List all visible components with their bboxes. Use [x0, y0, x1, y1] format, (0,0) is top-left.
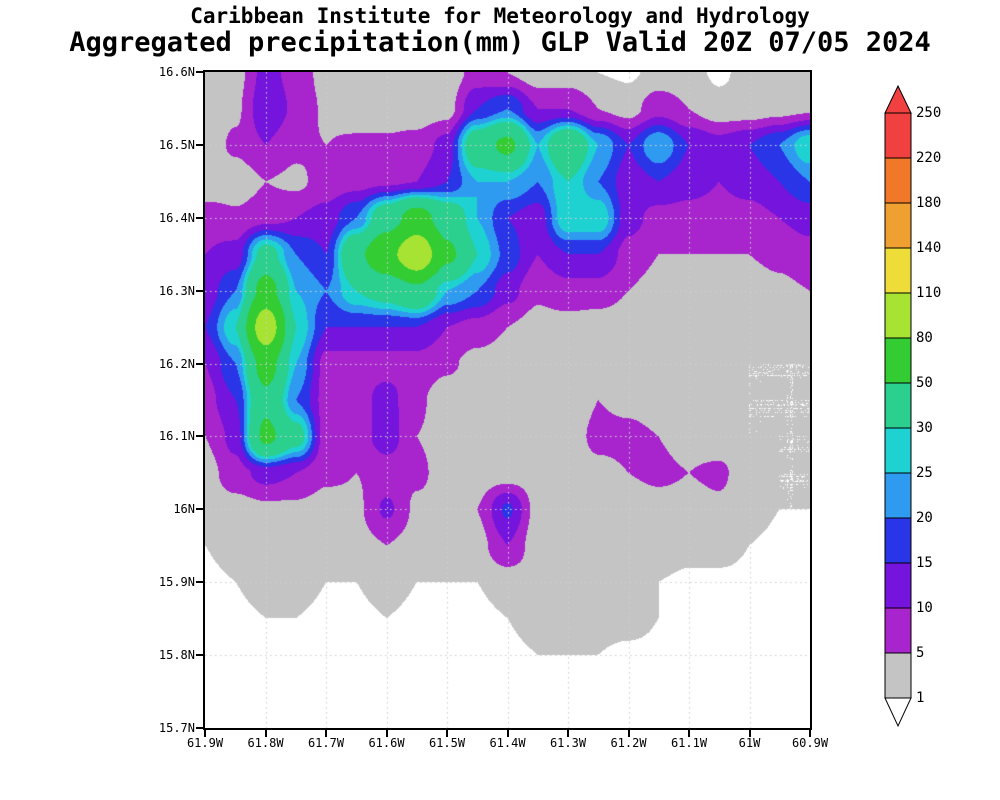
longitude-tick-label: 61.8W: [247, 736, 284, 750]
colorbar-band: [884, 292, 912, 339]
colorbar-band: [884, 562, 912, 609]
latitude-tick-mark: [196, 654, 203, 657]
colorbar-band: [884, 202, 912, 249]
colorbar-band: [884, 112, 912, 159]
colorbar-level-label: 1: [916, 690, 925, 706]
colorbar-level-label: 25: [916, 465, 933, 481]
longitude-tick-mark: [748, 730, 751, 737]
latitude-tick-label: 16.1N: [158, 429, 195, 444]
latitude-tick-label: 16.4N: [158, 210, 195, 225]
latitude-tick-mark: [196, 581, 203, 584]
colorbar-band: [884, 472, 912, 519]
longitude-tick-mark: [385, 730, 388, 737]
longitude-tick-mark: [627, 730, 630, 737]
latitude-tick-label: 16.3N: [158, 283, 195, 298]
longitude-tick-mark: [506, 730, 509, 737]
longitude-tick-mark: [809, 730, 811, 737]
latitude-tick-label: 16.2N: [158, 356, 195, 371]
colorbar-level-label: 180: [916, 195, 942, 211]
colorbar: [884, 84, 914, 732]
colorbar-level-label: 50: [916, 375, 933, 391]
colorbar-level-label: 140: [916, 240, 942, 256]
figure-title: Caribbean Institute for Meteorology and …: [190, 4, 810, 28]
longitude-tick-label: 61.9W: [186, 736, 224, 750]
precipitation-field-canvas: [205, 72, 810, 728]
longitude-tick-label: 61.4W: [489, 736, 526, 750]
latitude-tick-mark: [196, 508, 203, 511]
latitude-tick-label: 16.5N: [158, 137, 195, 152]
longitude-tick-label: 61.1W: [670, 736, 708, 750]
latitude-tick-mark: [196, 727, 203, 729]
colorbar-level-label: 5: [916, 645, 925, 661]
longitude-tick-label: 61W: [738, 736, 761, 750]
longitude-tick-label: 61.5W: [428, 736, 466, 750]
latitude-tick-label: 15.9N: [158, 575, 195, 590]
colorbar-band: [884, 652, 912, 699]
longitude-tick-label: 61.3W: [549, 736, 587, 750]
colorbar-band: [884, 517, 912, 564]
longitude-tick-label: 60.9W: [791, 736, 829, 750]
colorbar-level-label: 30: [916, 420, 933, 436]
colorbar-below-arrow: [884, 697, 912, 728]
longitude-tick-mark: [688, 730, 690, 737]
longitude-tick-label: 61.7W: [307, 736, 345, 750]
latitude-tick-label: 15.7N: [158, 721, 195, 735]
colorbar-level-label: 250: [916, 105, 942, 121]
longitude-tick-mark: [567, 730, 569, 737]
colorbar-level-label: 20: [916, 510, 933, 526]
colorbar-band: [884, 247, 912, 294]
latitude-tick-mark: [196, 216, 203, 219]
colorbar-level-label: 110: [916, 285, 942, 301]
colorbar-band: [884, 337, 912, 384]
latitude-tick-label: 16N: [173, 502, 195, 517]
colorbar-level-label: 220: [916, 150, 942, 166]
colorbar-scale: [884, 84, 912, 728]
latitude-tick-mark: [196, 435, 203, 438]
latitude-tick-mark: [196, 143, 203, 146]
colorbar-band: [884, 382, 912, 429]
colorbar-above-arrow: [884, 84, 912, 114]
colorbar-level-label: 15: [916, 555, 933, 571]
colorbar-band: [884, 607, 912, 654]
latitude-tick-label: 15.8N: [158, 648, 195, 663]
map-plot-area: [203, 70, 812, 730]
latitude-tick-label: 16.6N: [158, 65, 195, 79]
colorbar-band: [884, 157, 912, 204]
latitude-tick-mark: [196, 362, 203, 365]
longitude-tick-mark: [264, 730, 267, 737]
latitude-tick-mark: [196, 289, 203, 292]
latitude-tick-mark: [196, 71, 203, 73]
colorbar-level-label: 10: [916, 600, 933, 616]
longitude-tick-mark: [446, 730, 448, 737]
longitude-tick-mark: [325, 730, 327, 737]
colorbar-band: [884, 427, 912, 474]
longitude-tick-label: 61.6W: [368, 736, 405, 750]
figure-subtitle: Aggregated precipitation(mm) GLP Valid 2…: [69, 27, 931, 58]
longitude-tick-label: 61.2W: [610, 736, 647, 750]
colorbar-level-label: 80: [916, 330, 933, 346]
longitude-tick-mark: [204, 730, 206, 737]
